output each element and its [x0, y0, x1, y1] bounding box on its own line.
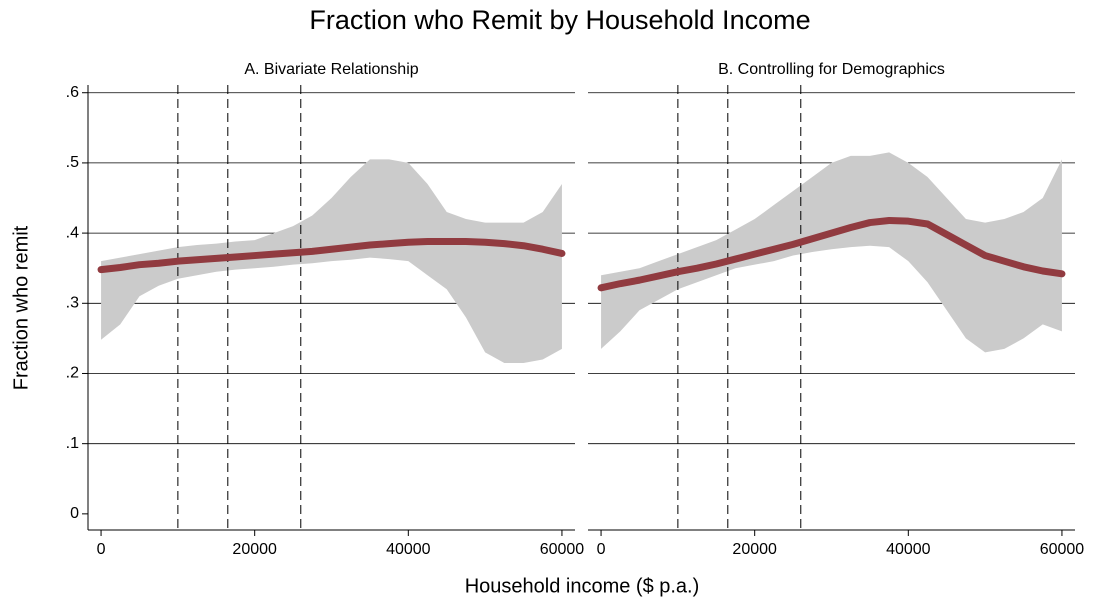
- fit-line: [597, 216, 1066, 292]
- confidence-band: [601, 152, 1062, 353]
- x-tick-label: 40000: [386, 541, 431, 558]
- y-tick-label: .6: [66, 84, 79, 101]
- fit-line: [97, 238, 566, 274]
- x-tick-label: 0: [597, 541, 606, 558]
- y-tick-label: .1: [66, 435, 79, 452]
- x-tick-label: 40000: [886, 541, 931, 558]
- y-tick-label: .3: [66, 295, 79, 312]
- y-tick-label: .5: [66, 154, 79, 171]
- y-tick-label: 0: [70, 505, 79, 522]
- y-axis-label: Fraction who remit: [10, 225, 32, 390]
- chart-title: Fraction who Remit by Household Income: [309, 5, 810, 35]
- confidence-band: [101, 159, 562, 363]
- y-tick-label: .2: [66, 365, 79, 382]
- y-tick-label: .4: [66, 224, 79, 241]
- x-tick-label: 60000: [540, 541, 585, 558]
- x-tick-label: 60000: [1040, 541, 1085, 558]
- x-tick-label: 20000: [732, 541, 777, 558]
- panel-title: B. Controlling for Demographics: [718, 61, 945, 78]
- x-axis-label: Household income ($ p.a.): [465, 575, 700, 597]
- x-tick-label: 20000: [232, 541, 277, 558]
- panel-title: A. Bivariate Relationship: [244, 61, 418, 78]
- x-tick-label: 0: [97, 541, 106, 558]
